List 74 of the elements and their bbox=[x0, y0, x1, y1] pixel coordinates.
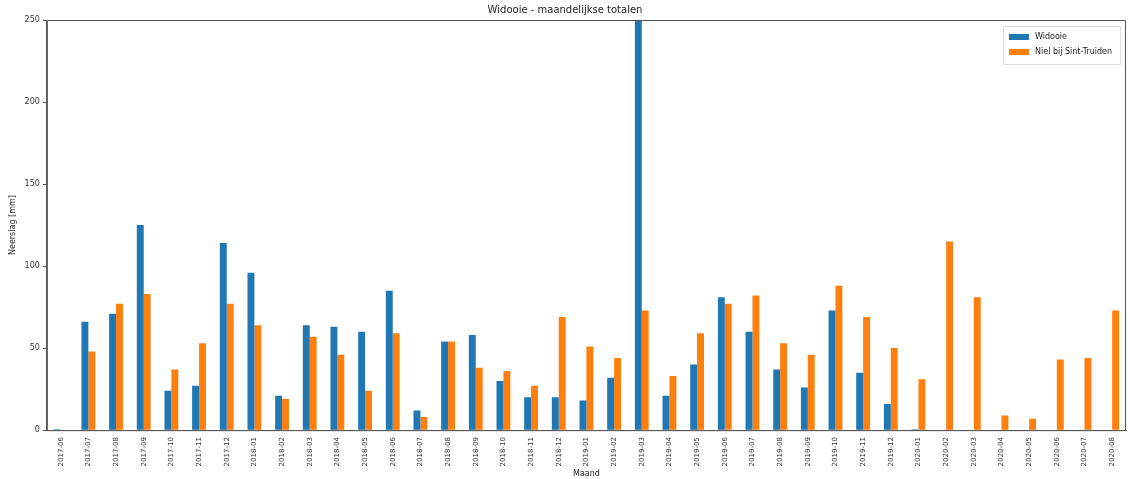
bar bbox=[420, 417, 428, 430]
y-tick-label: 150 bbox=[24, 179, 40, 189]
bar bbox=[780, 343, 788, 430]
bar bbox=[863, 316, 871, 430]
bar bbox=[475, 367, 483, 430]
bar bbox=[164, 390, 172, 430]
bar bbox=[503, 371, 511, 430]
bar bbox=[1056, 359, 1064, 430]
bar bbox=[448, 341, 455, 430]
bar bbox=[524, 397, 532, 430]
bar bbox=[634, 20, 642, 430]
bar bbox=[551, 397, 559, 430]
bar bbox=[199, 343, 206, 430]
bar bbox=[614, 357, 622, 430]
bar bbox=[365, 390, 372, 430]
legend-label: Niel bij Sint-Truiden bbox=[1035, 47, 1112, 57]
bar bbox=[275, 395, 283, 430]
bar bbox=[413, 410, 421, 430]
bar bbox=[607, 377, 615, 430]
bar bbox=[890, 348, 898, 430]
bar bbox=[697, 333, 705, 430]
bar bbox=[88, 351, 96, 430]
bar bbox=[358, 331, 366, 430]
bar bbox=[558, 316, 566, 430]
bar bbox=[392, 333, 400, 430]
bar bbox=[385, 290, 393, 430]
bar bbox=[1084, 357, 1092, 430]
bar bbox=[883, 403, 891, 430]
bar bbox=[835, 285, 843, 430]
y-tick-label: 0 bbox=[34, 425, 40, 435]
bar bbox=[1001, 415, 1009, 430]
bar bbox=[752, 295, 760, 430]
bar bbox=[717, 297, 725, 430]
bar bbox=[856, 372, 864, 430]
y-axis-title: Neerslag [mm] bbox=[7, 195, 17, 256]
y-tick-label: 200 bbox=[24, 97, 40, 107]
bar bbox=[282, 398, 289, 430]
x-axis-title: Maand bbox=[573, 469, 600, 479]
bar bbox=[800, 387, 808, 430]
bar bbox=[226, 303, 234, 430]
bar bbox=[586, 346, 594, 430]
bar bbox=[724, 303, 732, 430]
y-tick-label: 50 bbox=[29, 343, 40, 353]
bar bbox=[973, 297, 981, 430]
bar bbox=[109, 313, 117, 430]
bar bbox=[143, 293, 151, 430]
bar bbox=[441, 341, 449, 430]
bar bbox=[669, 376, 677, 430]
chart-title: Widooie - maandelijkse totalen bbox=[487, 3, 643, 15]
y-tick-label: 250 bbox=[24, 15, 40, 25]
bar bbox=[946, 241, 954, 430]
y-tick-label: 100 bbox=[24, 261, 40, 271]
bar bbox=[171, 369, 179, 430]
bar bbox=[302, 325, 310, 430]
bar bbox=[309, 336, 317, 430]
bar bbox=[116, 303, 123, 430]
bar bbox=[773, 369, 781, 430]
bar bbox=[690, 364, 698, 430]
bar bbox=[531, 385, 539, 430]
bar bbox=[247, 272, 255, 430]
bar bbox=[337, 354, 345, 430]
bar bbox=[807, 354, 815, 430]
bar bbox=[219, 243, 227, 430]
bar bbox=[254, 325, 262, 430]
bar bbox=[81, 321, 89, 430]
bar bbox=[330, 326, 338, 430]
bar bbox=[1029, 418, 1037, 430]
bar bbox=[641, 310, 649, 430]
bar bbox=[192, 385, 200, 430]
bar bbox=[1112, 310, 1120, 430]
bar bbox=[136, 225, 144, 430]
legend-label: Widooie bbox=[1035, 32, 1068, 42]
bar bbox=[918, 379, 926, 430]
bar bbox=[468, 335, 476, 430]
